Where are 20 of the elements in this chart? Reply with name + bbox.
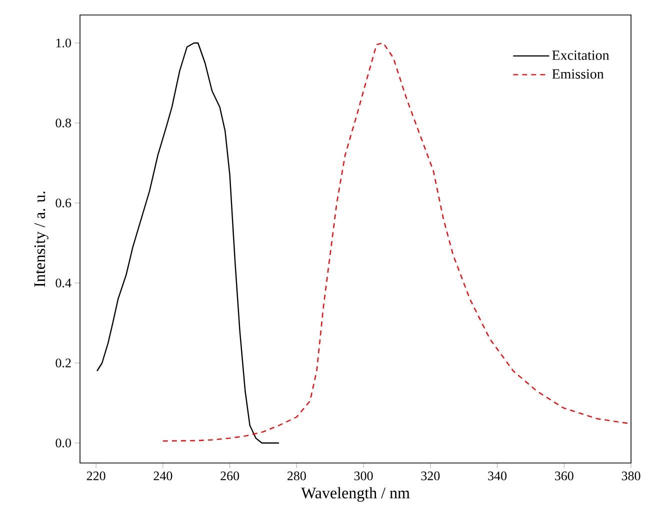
y-tick-label: 0.2 xyxy=(56,358,71,368)
x-tick-label: 320 xyxy=(421,472,440,480)
x-tick-label: 280 xyxy=(287,472,306,480)
x-tick-label: 220 xyxy=(86,472,106,480)
legend-label: Excitation xyxy=(552,50,610,60)
x-tick-label: 360 xyxy=(555,472,574,480)
legend-label: Emission xyxy=(552,69,604,79)
y-axis-title: Intensity / a. u. xyxy=(34,192,48,287)
y-tick-label: 0.8 xyxy=(56,118,71,128)
line-series xyxy=(96,42,280,444)
x-tick-label: 240 xyxy=(154,472,172,480)
x-tick-label: 260 xyxy=(220,472,240,480)
y-tick-label: 0.0 xyxy=(56,438,71,448)
x-tick-label: 340 xyxy=(488,472,507,480)
y-tick-label: 1.0 xyxy=(56,38,71,48)
y-tick-label: 0.6 xyxy=(56,198,72,208)
x-axis-title: Wavelength / nm xyxy=(301,487,410,502)
y-tick-label: 0.4 xyxy=(56,278,72,288)
x-tick-label: 380 xyxy=(622,472,640,480)
x-tick-label: 300 xyxy=(354,472,373,480)
